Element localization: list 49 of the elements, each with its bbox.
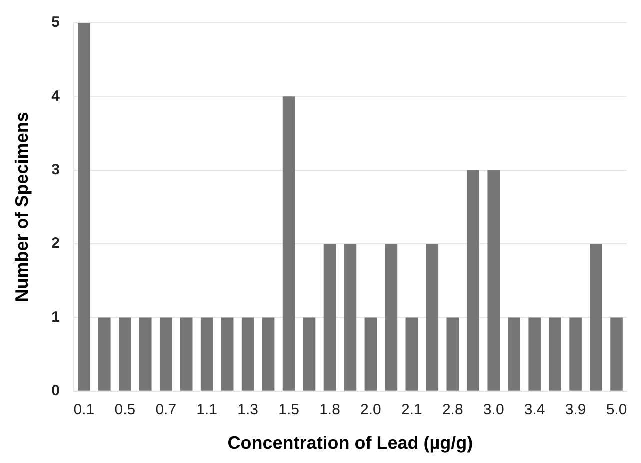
bar	[406, 318, 418, 391]
bar	[344, 244, 357, 391]
y-tick-label: 5	[52, 14, 60, 32]
bar	[78, 23, 90, 391]
x-tick-label: 0.1	[74, 402, 95, 419]
bar	[508, 318, 520, 391]
x-tick-label: 2.0	[360, 402, 382, 419]
x-tick-label: 5.0	[606, 402, 628, 419]
bar	[570, 318, 582, 391]
y-tick-label: 1	[52, 308, 60, 326]
bar	[221, 318, 234, 391]
bar	[590, 244, 602, 391]
x-tick-label: 2.8	[442, 402, 464, 419]
x-tick-label: 0.5	[114, 402, 136, 419]
bar	[467, 170, 480, 391]
bar	[98, 318, 111, 391]
y-tick-label: 4	[52, 88, 61, 105]
bar	[303, 318, 316, 391]
bar	[180, 318, 193, 391]
bar	[385, 244, 398, 391]
bar	[139, 318, 152, 391]
x-tick-label: 2.1	[401, 402, 422, 419]
bar	[549, 318, 562, 391]
x-tick-label: 1.5	[278, 402, 300, 419]
bar	[282, 96, 296, 391]
x-tick-label: 3.4	[524, 402, 546, 419]
y-axis-title: Number of Specimens	[12, 112, 32, 302]
bar	[528, 318, 541, 391]
bar	[160, 318, 172, 391]
y-tick-label: 0	[52, 382, 60, 400]
x-axis-title: Concentration of Lead (µg/g)	[228, 433, 474, 454]
bar	[610, 318, 623, 391]
x-tick-label: 1.1	[196, 402, 218, 419]
x-tick-label: 1.8	[320, 402, 340, 419]
bar	[446, 318, 460, 391]
bar	[488, 170, 500, 391]
bar	[119, 318, 132, 391]
bar	[242, 318, 254, 391]
x-tick-label: 3.9	[565, 402, 586, 419]
bar	[364, 318, 378, 391]
bar	[426, 244, 439, 391]
x-tick-label: 3.0	[483, 402, 504, 419]
y-tick-label: 3	[52, 162, 60, 178]
x-tick-label: 1.3	[238, 402, 258, 419]
bar	[324, 244, 336, 391]
y-tick-label: 2	[52, 235, 60, 252]
x-tick-label: 0.7	[156, 402, 177, 419]
bar	[200, 318, 214, 391]
bar	[262, 318, 275, 391]
